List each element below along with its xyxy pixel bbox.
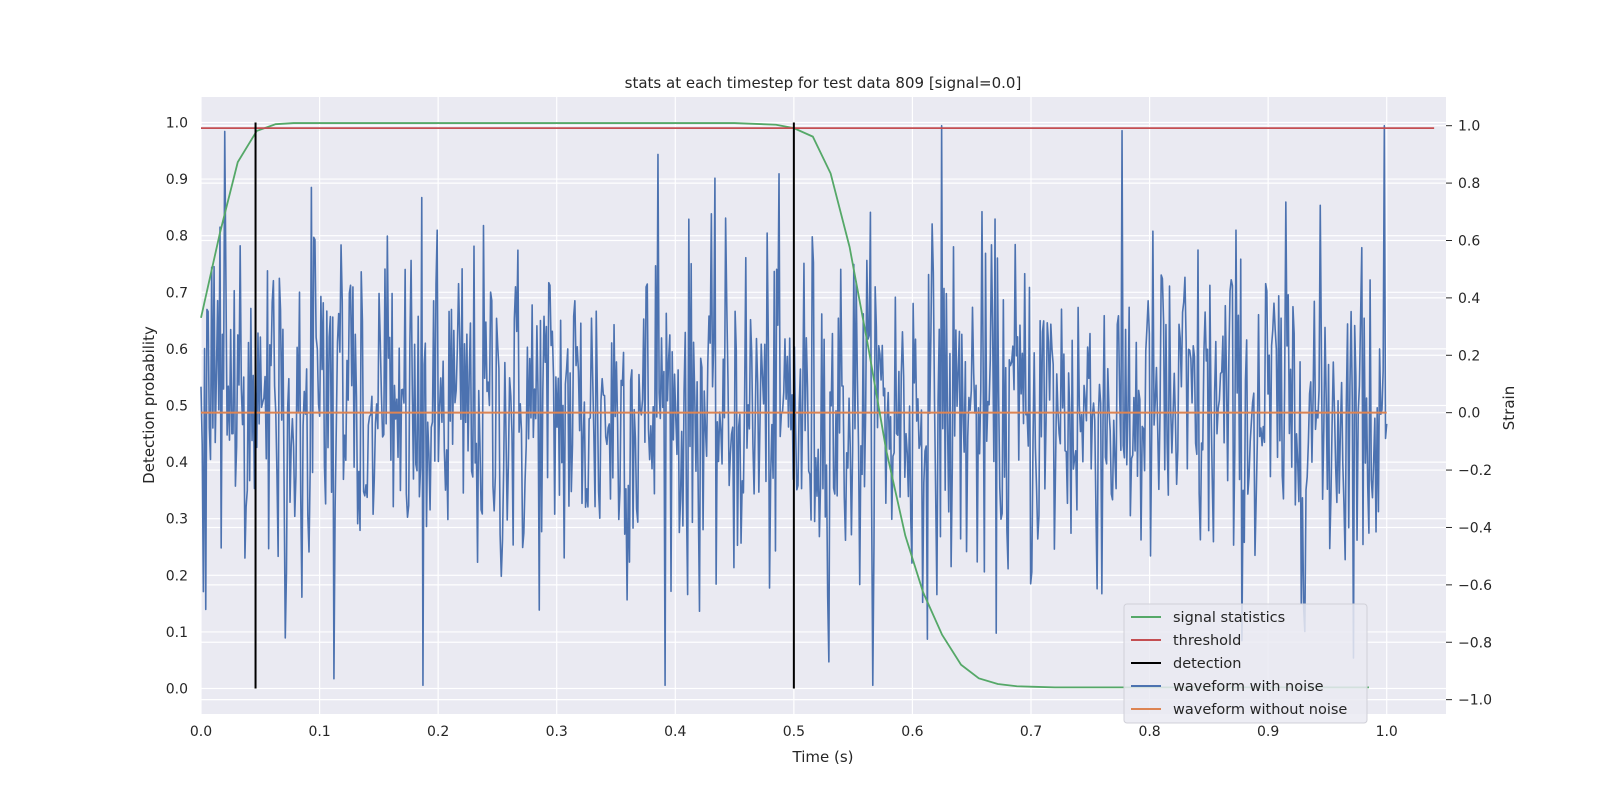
y-tick-label-left: 0.3 xyxy=(166,512,188,528)
legend-label-signal-statistics: signal statistics xyxy=(1173,610,1285,626)
y-axis-label-left: Detection probability xyxy=(140,326,158,484)
legend-label-threshold: threshold xyxy=(1173,633,1241,649)
legend: signal statistics threshold detection wa… xyxy=(1123,603,1368,724)
legend-item-waveform-with-noise: waveform with noise xyxy=(1131,679,1324,695)
y-tick-label-right: 1.0 xyxy=(1458,119,1480,135)
series-signal-statistics xyxy=(200,122,1369,689)
y-tick-label-right: −0.6 xyxy=(1458,578,1492,594)
legend-item-waveform-without-noise: waveform without noise xyxy=(1131,702,1347,718)
legend-item-threshold: threshold xyxy=(1131,633,1241,649)
y-tick-label-right: 0.4 xyxy=(1458,291,1480,307)
y-tick-label-left: 0.1 xyxy=(166,625,188,641)
y-tick-label-right: 0.8 xyxy=(1458,176,1480,192)
x-tick-label: 0.8 xyxy=(1138,724,1160,740)
legend-label-waveform-without-noise: waveform without noise xyxy=(1173,702,1347,718)
legend-item-detection: detection xyxy=(1131,656,1241,672)
legend-item-signal-statistics: signal statistics xyxy=(1131,610,1285,626)
x-tick-label: 1.0 xyxy=(1376,724,1398,740)
x-tick-label: 0.2 xyxy=(427,724,449,740)
y-tick-label-left: 0.9 xyxy=(166,172,188,188)
series-layer xyxy=(200,122,1435,689)
y-tick-label-left: 0.7 xyxy=(166,285,188,301)
x-tick-label: 0.9 xyxy=(1257,724,1279,740)
x-tick-label: 0.4 xyxy=(664,724,686,740)
y-tick-label-left: 0.8 xyxy=(166,229,188,245)
x-tick-label: 0.6 xyxy=(901,724,923,740)
legend-label-detection: detection xyxy=(1173,656,1241,672)
legend-box xyxy=(1123,603,1368,724)
y-tick-label-right: −1.0 xyxy=(1458,693,1492,709)
y-tick-label-right: −0.2 xyxy=(1458,463,1492,479)
y-tick-label-left: 0.6 xyxy=(166,342,188,358)
chart-title: stats at each timestep for test data 809… xyxy=(625,74,1022,92)
y-tick-label-left: 1.0 xyxy=(166,115,188,131)
y-tick-label-left: 0.4 xyxy=(166,455,188,471)
tick-layer: 0.0 0.1 0.2 0.3 0.4 0.5 0.6 0.7 0.8 0.9 1.0 0.0 0.1 0… xyxy=(166,115,1492,740)
x-tick-label: 0.0 xyxy=(190,724,212,740)
x-tick-label: 0.7 xyxy=(1020,724,1042,740)
y-tick-label-left: 0.0 xyxy=(166,682,188,698)
y-tick-label-right: −0.4 xyxy=(1458,520,1492,536)
x-axis-label: Time (s) xyxy=(792,748,854,766)
y-tick-label-left: 0.5 xyxy=(166,399,188,415)
y-tick-label-left: 0.2 xyxy=(166,568,188,584)
legend-label-waveform-with-noise: waveform with noise xyxy=(1173,679,1324,695)
y-tick-label-right: −0.8 xyxy=(1458,635,1492,651)
y-tick-label-right: 0.2 xyxy=(1458,348,1480,364)
y-tick-label-right: 0.6 xyxy=(1458,233,1480,249)
x-tick-label: 0.3 xyxy=(546,724,568,740)
y-axis-label-right: Strain xyxy=(1500,386,1518,430)
y-tick-label-right: 0.0 xyxy=(1458,406,1480,422)
x-tick-label: 0.1 xyxy=(308,724,330,740)
x-tick-label: 0.5 xyxy=(783,724,805,740)
